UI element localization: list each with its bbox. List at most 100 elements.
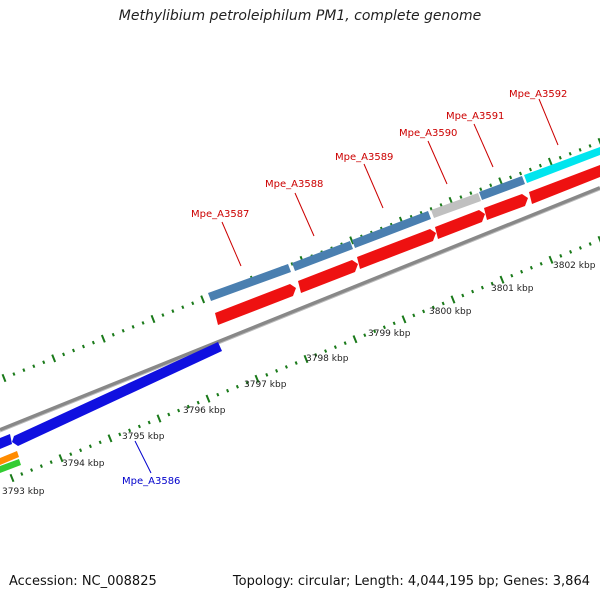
minor-tick	[42, 360, 46, 365]
accession-text: Accession: NC_008825	[9, 574, 157, 589]
minor-tick	[290, 262, 294, 266]
major-tick	[107, 434, 113, 443]
gene-blue-left[interactable]	[0, 434, 12, 449]
gene-red-4[interactable]	[435, 210, 485, 239]
gene-red-5[interactable]	[484, 194, 528, 220]
gene-mpe-a3591-forward[interactable]	[479, 176, 525, 200]
minor-tick	[20, 472, 24, 476]
gene-label-mpe-a3587[interactable]: Mpe_A3587	[191, 209, 249, 220]
gene-orange-left[interactable]	[0, 451, 19, 465]
minor-tick	[32, 364, 36, 369]
gene-label-mpe-a3586[interactable]: Mpe_A3586	[122, 476, 180, 487]
gene-green-left[interactable]	[0, 459, 21, 473]
gene-label-mpe-a3588[interactable]: Mpe_A3588	[265, 179, 323, 190]
minor-tick	[324, 349, 328, 353]
forward-strand-genes	[208, 147, 600, 301]
major-tick	[349, 236, 355, 245]
gene-label-mpe-a3592[interactable]: Mpe_A3592	[509, 89, 567, 100]
major-tick	[401, 315, 407, 324]
minor-tick	[39, 464, 43, 468]
minor-tick	[510, 273, 514, 278]
minor-tick	[314, 353, 318, 357]
minor-tick	[161, 313, 165, 317]
kbp-scale: 3793 kbp 3794 kbp 3795 kbp 3796 kbp 3797…	[2, 261, 596, 497]
minor-tick	[226, 388, 230, 393]
minor-tick	[171, 309, 175, 313]
major-tick	[450, 295, 456, 304]
gene-label-mpe-a3590[interactable]: Mpe_A3590	[399, 128, 457, 139]
minor-tick	[441, 301, 445, 306]
minor-tick	[578, 246, 582, 250]
minor-tick	[167, 412, 171, 417]
minor-tick	[431, 305, 435, 310]
major-tick	[254, 374, 260, 383]
kbp-label: 3799 kbp	[368, 329, 411, 339]
minor-tick	[509, 175, 513, 180]
minor-tick	[490, 281, 494, 286]
minor-tick	[22, 368, 26, 372]
gene-mpe-a3589-forward[interactable]	[352, 211, 431, 248]
gene-mpe-a3587-forward[interactable]	[208, 264, 291, 301]
gene-label-mpe-a3589[interactable]: Mpe_A3589	[335, 152, 393, 163]
minor-tick	[520, 269, 524, 274]
gene-mpe-a3588-forward[interactable]	[292, 241, 353, 271]
major-tick	[352, 335, 358, 344]
minor-tick	[480, 285, 484, 290]
major-tick	[58, 454, 64, 463]
minor-tick	[98, 440, 102, 445]
minor-tick	[559, 254, 563, 258]
major-tick	[303, 354, 309, 364]
major-tick	[205, 394, 211, 403]
minor-tick	[12, 372, 16, 376]
minor-tick	[235, 384, 239, 389]
lower-strand-genes	[0, 342, 222, 473]
kbp-label: 3802 kbp	[553, 261, 596, 271]
major-tick	[499, 275, 505, 284]
minor-tick	[439, 203, 443, 207]
minor-tick	[459, 195, 463, 199]
kbp-label: 3796 kbp	[183, 406, 226, 416]
minor-tick	[489, 183, 493, 188]
minor-tick	[471, 289, 475, 294]
gene-label-mpe-a3591[interactable]: Mpe_A3591	[446, 111, 504, 122]
minor-tick	[69, 452, 73, 457]
gene-red-6[interactable]	[529, 165, 600, 204]
minor-tick	[538, 163, 542, 168]
gene-mpe-a3592-forward[interactable]	[524, 147, 600, 183]
minor-tick	[343, 341, 347, 345]
kbp-label: 3798 kbp	[306, 354, 349, 364]
major-tick	[548, 255, 554, 264]
minor-tick	[412, 313, 416, 318]
minor-tick	[578, 148, 582, 152]
minor-tick	[91, 340, 95, 345]
minor-tick	[72, 348, 76, 353]
kbp-label: 3801 kbp	[491, 284, 534, 294]
gene-red-2[interactable]	[298, 260, 358, 293]
minor-tick	[196, 400, 200, 405]
minor-tick	[392, 321, 396, 326]
major-tick	[156, 414, 162, 423]
minor-tick	[121, 328, 125, 333]
minor-tick	[118, 432, 122, 437]
major-tick	[1, 373, 7, 383]
gene-red-1[interactable]	[215, 284, 296, 325]
major-tick	[100, 334, 106, 343]
gene-mpe-a3586[interactable]	[12, 342, 222, 446]
minor-tick	[30, 468, 34, 472]
minor-tick	[568, 151, 572, 156]
minor-tick	[111, 332, 115, 337]
minor-tick	[128, 428, 132, 433]
major-tick	[51, 354, 57, 363]
minor-tick	[49, 460, 53, 464]
minor-tick	[141, 321, 145, 325]
minor-tick	[422, 309, 426, 314]
minor-tick	[81, 344, 85, 349]
major-tick	[597, 235, 600, 243]
gene-mpe-a3590-forward[interactable]	[431, 193, 481, 218]
minor-tick	[528, 167, 532, 172]
minor-tick	[137, 424, 141, 429]
gene-red-3[interactable]	[357, 229, 436, 269]
minor-tick	[216, 392, 220, 397]
minor-tick	[469, 191, 473, 195]
